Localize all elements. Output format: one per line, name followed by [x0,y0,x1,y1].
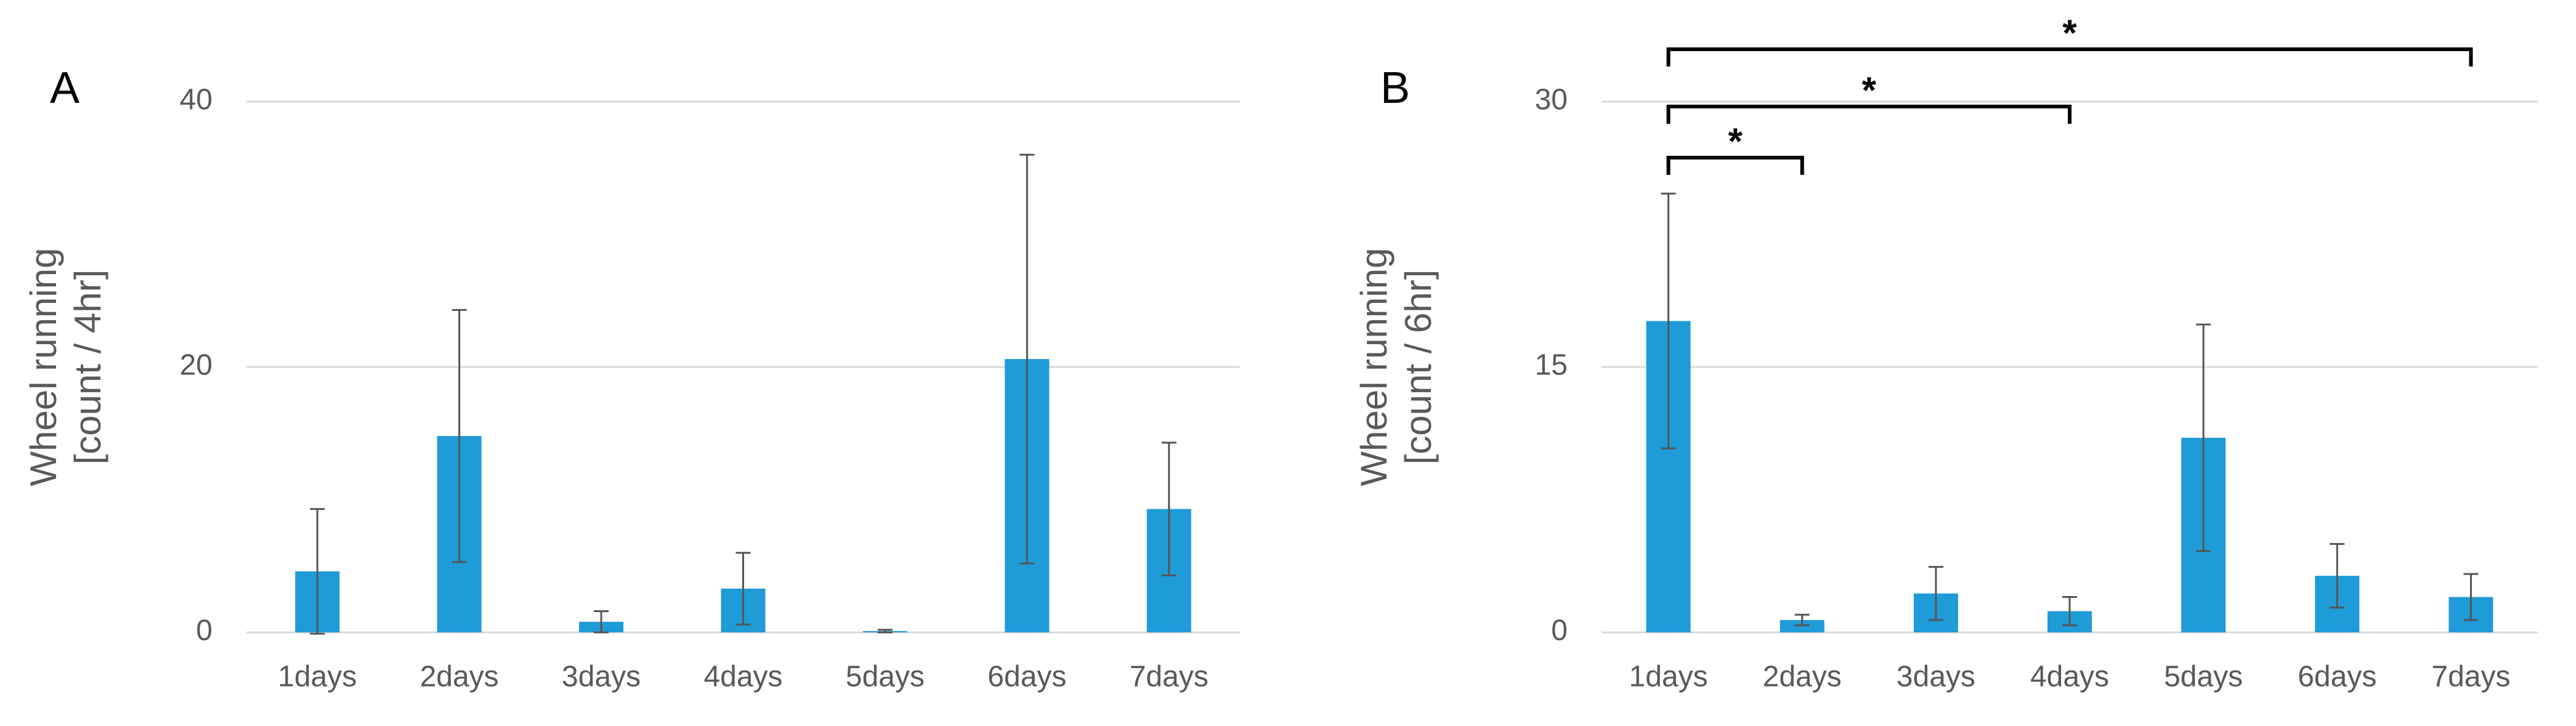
error-bar [735,552,751,626]
y-axis-title-line: Wheel running [23,248,64,486]
x-tick-label: 1days [278,661,357,693]
x-tick-label: 4days [2030,661,2109,693]
x-tick-label: 7days [2431,661,2510,693]
x-tick-label: 7days [1130,661,1209,693]
significance-label: * [2062,12,2077,54]
error-bar [1794,613,1810,627]
error-bar [2463,573,2479,621]
y-axis-title: Wheel running[count / 6hr] [1353,248,1439,486]
x-tick-label: 3days [1897,661,1975,693]
y-tick-label: 15 [1535,349,1568,382]
significance-bracket [1666,105,2072,124]
error-bar [310,508,325,635]
y-tick-label: 20 [180,349,213,382]
x-tick-label: 5days [2164,661,2243,693]
error-bar [2330,542,2345,609]
x-tick-label: 4days [703,661,782,693]
error-bar [877,629,893,634]
x-tick-label: 1days [1629,661,1708,693]
error-bar [452,309,467,563]
significance-bracket [1666,47,2473,67]
y-axis-title-line: [count / 4hr] [67,270,108,465]
error-bar [1019,153,1035,565]
x-tick-label: 2days [420,661,499,693]
significance-bracket [1666,156,1804,175]
y-tick-label: 0 [196,615,213,647]
y-axis-title: Wheel running[count / 4hr] [23,248,108,486]
x-tick-label: 6days [987,661,1066,693]
error-bar [2062,596,2077,627]
significance-label: * [1862,70,1877,111]
x-tick-label: 5days [846,661,925,693]
x-tick-label: 6days [2298,661,2376,693]
y-tick-label: 0 [1551,615,1568,647]
x-tick-label: 3days [562,661,641,693]
error-bar [1661,192,1676,450]
significance-label: * [1728,121,1743,162]
error-bar [1161,442,1177,576]
panel-label: B [1380,63,1410,113]
y-axis-title-line: [count / 6hr] [1398,270,1439,465]
y-tick-label: 40 [180,84,213,116]
x-tick-label: 2days [1763,661,1842,693]
error-bar [2196,323,2211,552]
panel-label: A [50,63,79,113]
error-bar [1928,566,1943,621]
y-axis-title-line: Wheel running [1353,248,1395,486]
y-tick-label: 30 [1535,84,1568,116]
error-bar [594,610,609,634]
